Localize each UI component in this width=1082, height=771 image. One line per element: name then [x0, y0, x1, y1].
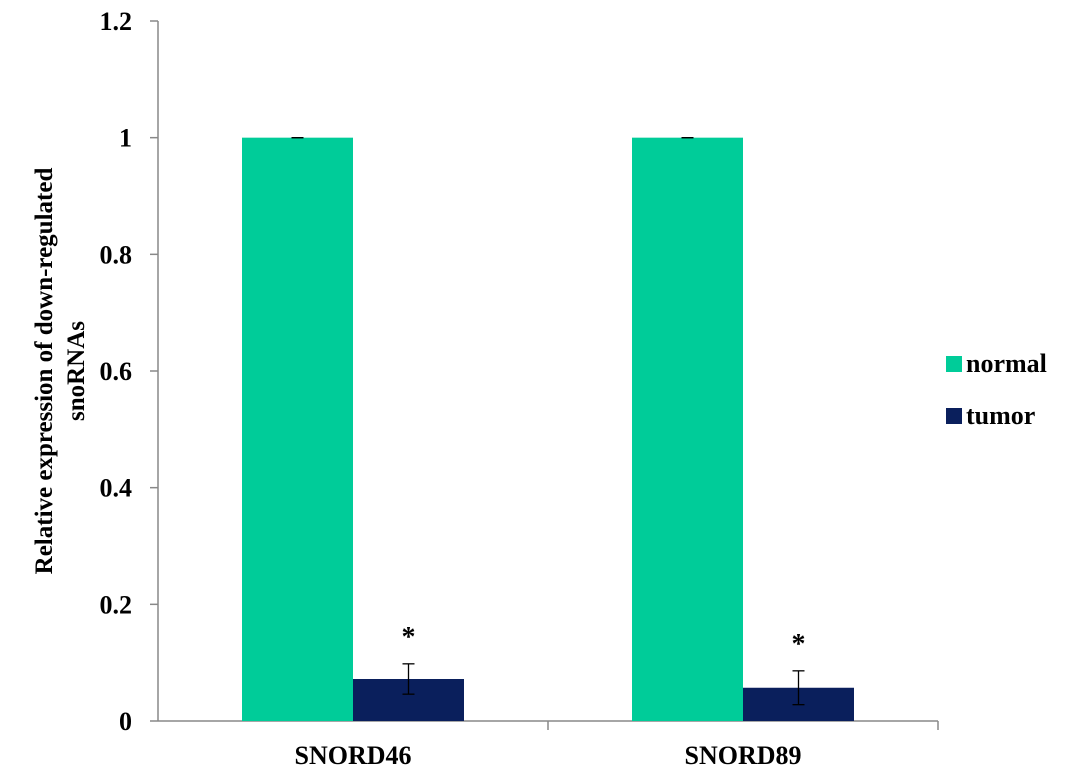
y-axis-label-line: Relative expression of down-regulated [31, 168, 58, 575]
x-category-label: SNORD89 [684, 741, 801, 770]
y-tick-label: 0.8 [100, 240, 133, 269]
y-tick-label: 0 [119, 707, 132, 736]
y-axis-label: Relative expression of down-regulated sno… [31, 168, 90, 575]
significance-asterisk: * [792, 629, 806, 660]
y-axis-label-line: snoRNAs [63, 321, 90, 421]
y-tick-label: 0.4 [100, 474, 133, 503]
legend-swatch-normal [946, 356, 962, 372]
y-tick-label: 1 [119, 124, 132, 153]
significance-asterisk: * [402, 622, 416, 653]
x-category-label: SNORD46 [294, 741, 411, 770]
y-tick-label: 0.2 [100, 590, 133, 619]
y-ticks: 0 0.2 0.4 0.6 0.8 1 1.2 [100, 7, 158, 736]
bar-normal [242, 137, 353, 721]
bar-normal [632, 137, 743, 721]
x-ticks [547, 721, 939, 730]
category-labels: SNORD46 SNORD89 [294, 741, 801, 770]
y-tick-label: 1.2 [100, 7, 133, 36]
error-bars [291, 137, 805, 706]
y-tick-label: 0.6 [100, 357, 133, 386]
bars [242, 137, 854, 721]
annotations: * * [402, 622, 806, 660]
legend-swatch-tumor [946, 408, 962, 424]
legend-label-tumor: tumor [966, 401, 1035, 430]
legend: normal tumor [946, 349, 1047, 430]
legend-label-normal: normal [966, 349, 1047, 378]
